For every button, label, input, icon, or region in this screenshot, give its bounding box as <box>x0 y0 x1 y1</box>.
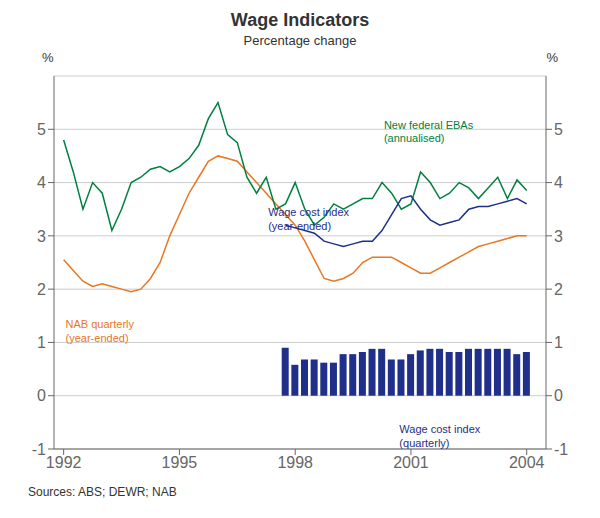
svg-text:1998: 1998 <box>277 454 313 471</box>
html-text:Percentage change: Percentage change <box>243 33 357 48</box>
svg-text:New federal EBAs(annualised): New federal EBAs(annualised) <box>384 119 474 144</box>
svg-text:1992: 1992 <box>46 454 82 471</box>
svg-text:-1: -1 <box>554 441 568 458</box>
svg-text:0: 0 <box>554 387 563 404</box>
svg-text:1: 1 <box>554 334 563 351</box>
svg-text:3: 3 <box>37 228 46 245</box>
svg-text:2: 2 <box>554 281 563 298</box>
svg-text:5: 5 <box>554 121 563 138</box>
svg-text:3: 3 <box>554 228 563 245</box>
html-text:Sources: ABS; DEWR; NAB: Sources: ABS; DEWR; NAB <box>28 485 177 499</box>
svg-text:5: 5 <box>37 121 46 138</box>
svg-text:4: 4 <box>554 174 563 191</box>
svg-text:2: 2 <box>37 281 46 298</box>
svg-text:Wage cost index(quarterly): Wage cost index(quarterly) <box>399 423 480 448</box>
svg-text:Wage cost index(year-ended): Wage cost index(year-ended) <box>268 206 349 231</box>
svg-text:1995: 1995 <box>162 454 198 471</box>
svg-text:NAB quarterly(year-ended): NAB quarterly(year-ended) <box>66 318 135 343</box>
svg-text:-1: -1 <box>32 441 46 458</box>
svg-text:4: 4 <box>37 174 46 191</box>
svg-text:2004: 2004 <box>509 454 545 471</box>
svg-text:0: 0 <box>37 387 46 404</box>
svg-text:1: 1 <box>37 334 46 351</box>
html-text:Wage Indicators: Wage Indicators <box>230 10 370 30</box>
svg-text:2001: 2001 <box>393 454 429 471</box>
